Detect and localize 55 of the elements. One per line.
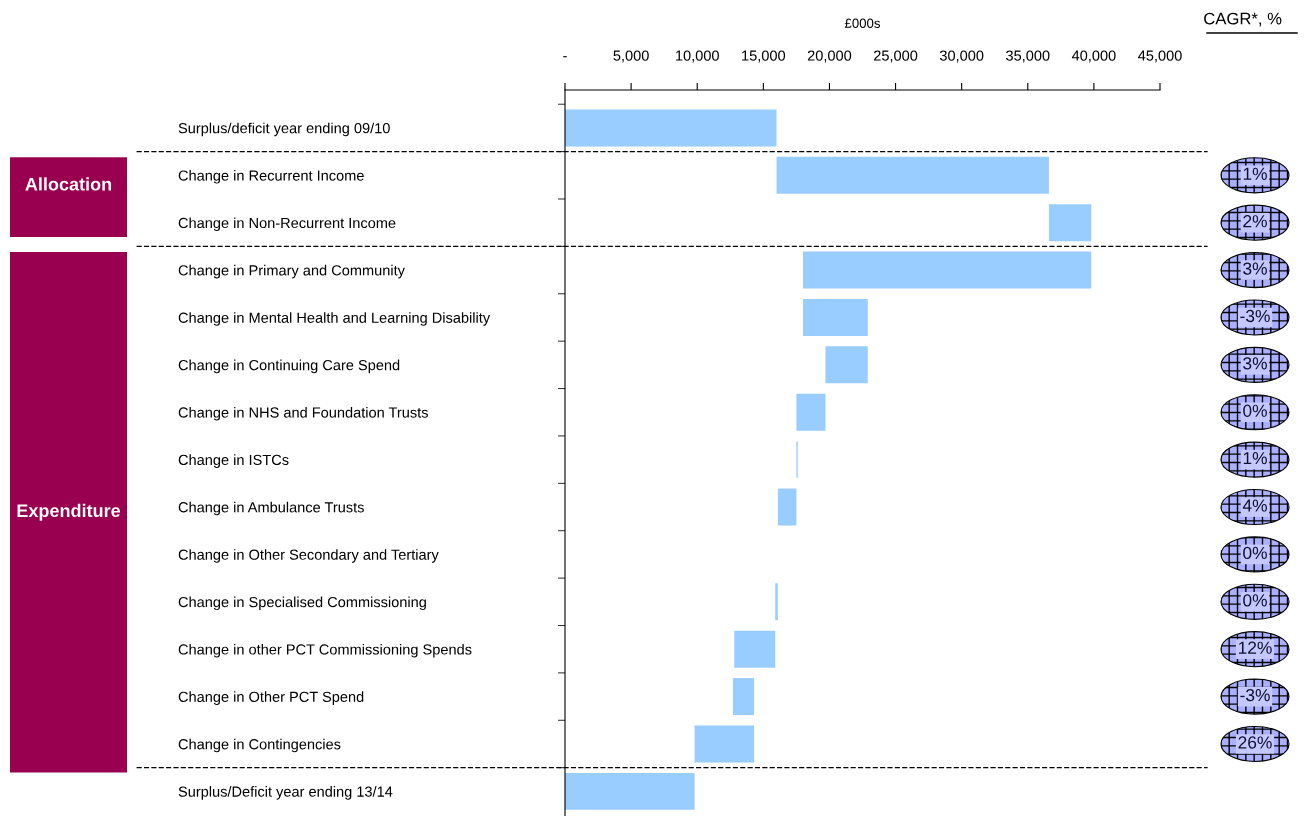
x-axis-title: £000s — [844, 18, 880, 28]
x-tick-label: 30,000 — [939, 50, 984, 63]
y-tick-label: Change in Primary and Community — [178, 264, 405, 279]
x-tick-label: 5,000 — [613, 50, 649, 63]
text: 2% — [1243, 215, 1267, 228]
y-tick-label: Change in Contingencies — [178, 738, 341, 753]
text: 1% — [1243, 167, 1267, 180]
text: CAGR*, % — [1204, 12, 1282, 27]
bar — [694, 725, 755, 763]
text: Expenditure — [17, 503, 121, 521]
text: 0% — [1243, 404, 1267, 417]
bar — [734, 630, 776, 668]
bar — [565, 772, 695, 810]
text: 1% — [1243, 452, 1267, 465]
x-tick-label: 10,000 — [676, 50, 719, 63]
text: -3% — [1240, 688, 1270, 702]
bar — [775, 583, 778, 621]
bar — [776, 156, 1049, 194]
x-tick-label: - — [563, 56, 567, 58]
y-tick-label: Change in Other Secondary and Tertiary — [178, 549, 439, 563]
y-tick-label: Change in Ambulance Trusts — [178, 501, 364, 516]
y-tick-label: Surplus/Deficit year ending 13/14 — [178, 786, 393, 800]
text: 12% — [1238, 641, 1272, 654]
text: -3% — [1240, 309, 1270, 323]
y-tick-label: Change in Continuing Care Spend — [178, 359, 400, 374]
bar — [1048, 204, 1092, 242]
y-tick-label: Change in NHS and Foundation Trusts — [178, 406, 428, 421]
bar — [732, 678, 755, 716]
y-tick-label: Change in ISTCs — [178, 454, 289, 468]
x-tick-label: 20,000 — [807, 50, 852, 63]
text: 4% — [1242, 499, 1267, 512]
y-tick-label: Surplus/deficit year ending 09/10 — [178, 122, 390, 137]
text: 3% — [1243, 262, 1267, 275]
y-tick-label: Change in Mental Health and Learning Disability — [178, 312, 491, 326]
x-tick-label: 35,000 — [1006, 50, 1050, 63]
x-tick-label: 25,000 — [873, 50, 918, 63]
text: 0% — [1243, 546, 1267, 560]
y-tick-label: Change in Specialised Commissioning — [178, 596, 426, 611]
bar — [825, 346, 868, 384]
text: 3% — [1243, 357, 1267, 370]
text: 26% — [1238, 736, 1272, 749]
bar — [565, 109, 777, 147]
y-tick-label: Change in Recurrent Income — [178, 170, 364, 184]
y-tick-label: Change in other PCT Commissioning Spends — [178, 643, 472, 658]
bar — [803, 251, 1092, 289]
bar — [777, 488, 797, 526]
text: Allocation — [25, 177, 112, 191]
text: 0% — [1243, 594, 1267, 607]
bar — [796, 393, 826, 431]
x-tick-label: 45,000 — [1138, 50, 1182, 63]
y-tick-label: Change in Non-Recurrent Income — [178, 217, 396, 231]
y-tick-label: Change in Other PCT Spend — [178, 691, 364, 705]
bar — [803, 298, 868, 336]
x-tick-label: 40,000 — [1071, 50, 1116, 63]
x-tick-label: 15,000 — [742, 50, 786, 63]
